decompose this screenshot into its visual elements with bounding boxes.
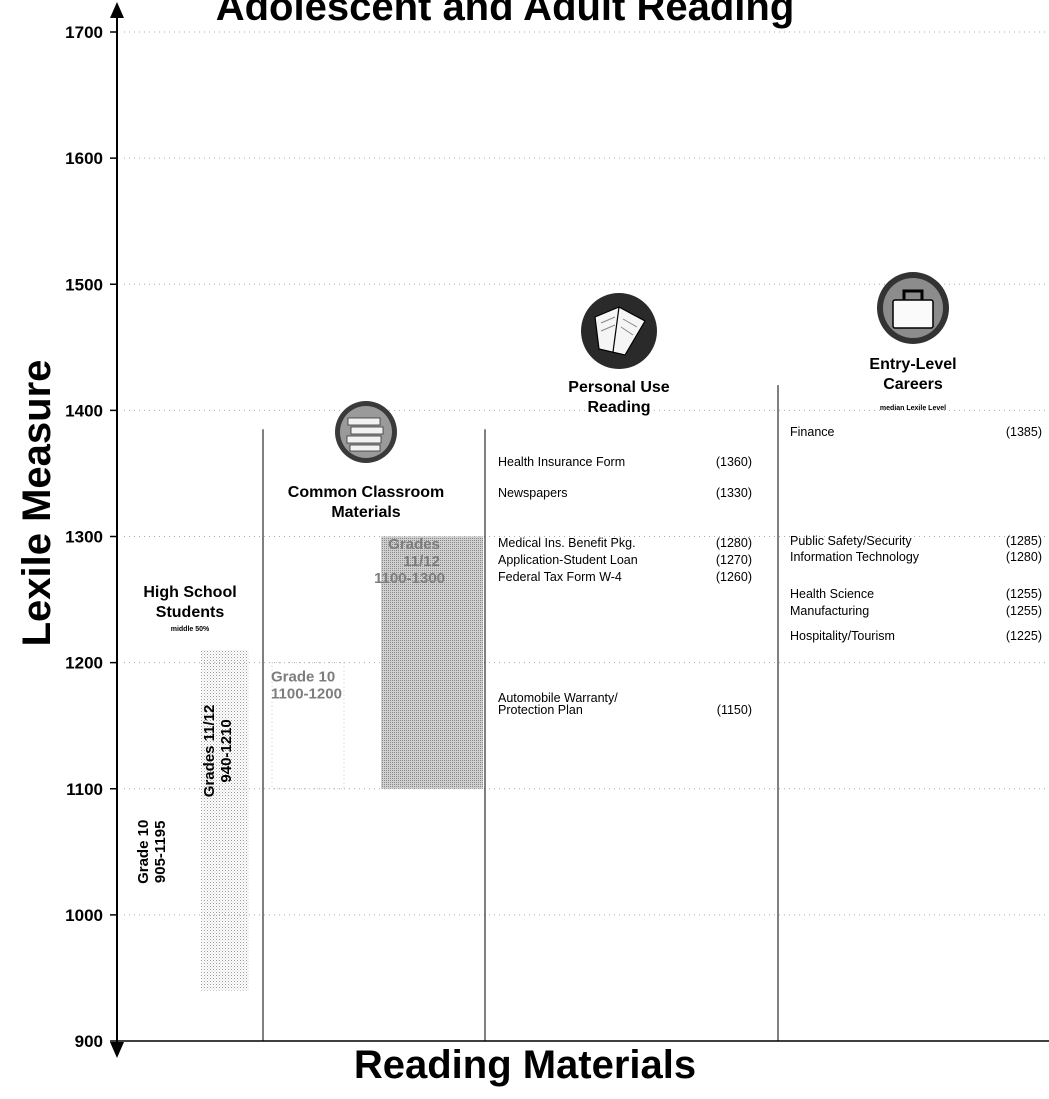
item-label: Information Technology	[790, 550, 920, 564]
band-grade-10	[271, 662, 345, 790]
band-label: Grades	[388, 536, 440, 553]
column-icons	[335, 272, 949, 463]
y-tick-label: 1500	[65, 275, 103, 294]
band-grades-11-12	[381, 536, 483, 789]
y-tick-label: 1000	[65, 906, 103, 925]
item-label: Automobile Warranty/	[498, 691, 618, 705]
band-text: 905-1195	[152, 821, 169, 884]
band-label: Grade 10	[271, 669, 335, 686]
band-label: Grades 11/12 940-1210	[201, 705, 235, 798]
item-value: (1330)	[716, 486, 752, 500]
item-value: (1270)	[716, 553, 752, 567]
chart-title: Adolescent and Adult Reading	[216, 0, 795, 29]
band-text: Grades 11/12	[201, 705, 218, 798]
open-book-icon	[581, 293, 657, 369]
column-heading: Common Classroom	[288, 484, 444, 501]
band-range: 1100-1200	[271, 686, 342, 703]
column-heading: High School	[143, 584, 236, 601]
item-value: (1285)	[1006, 534, 1042, 548]
y-tick-label: 1200	[65, 654, 103, 673]
item-label: Health Insurance Form	[498, 455, 625, 469]
item-value: (1150)	[717, 703, 752, 717]
item-label: Medical Ins. Benefit Pkg.	[498, 536, 636, 550]
column-content: High School Students middle 50% Common Clas…	[135, 356, 1042, 884]
item-label: Application-Student Loan	[498, 553, 638, 567]
item-label: Hospitality/Tourism	[790, 629, 895, 643]
column-heading: Materials	[331, 504, 400, 521]
y-axis	[110, 2, 1049, 1058]
band-text: Grade 10	[135, 820, 152, 884]
column-subheading: median Lexile Level	[880, 405, 946, 412]
column-heading: Entry-Level	[869, 356, 956, 373]
band-label: 11/12	[403, 553, 440, 570]
item-label: Manufacturing	[790, 604, 869, 618]
item-value: (1260)	[716, 570, 752, 584]
item-value: (1360)	[716, 455, 752, 469]
item-value: (1385)	[1006, 425, 1042, 439]
y-tick-label: 1600	[65, 149, 103, 168]
item-value: (1255)	[1006, 604, 1042, 618]
y-tick-labels: 900 1000 1100 1200 1300 1400 1500 1600 1700	[65, 23, 117, 1051]
down-arrow-icon	[110, 1042, 124, 1058]
range-bands	[201, 536, 483, 991]
band-range: 1100-1300	[374, 570, 445, 587]
item-label: Public Safety/Security	[790, 534, 912, 548]
band-text: 940-1210	[218, 719, 235, 782]
column-heading: Students	[156, 604, 225, 621]
y-tick-label: 1700	[65, 23, 103, 42]
column-heading: Reading	[587, 399, 650, 416]
y-tick-label: 900	[75, 1032, 103, 1051]
item-value: (1280)	[1006, 550, 1042, 564]
briefcase-icon	[877, 272, 949, 344]
y-axis-label: Lexile Measure	[15, 360, 59, 647]
y-tick-label: 1300	[65, 528, 103, 547]
item-value: (1280)	[716, 536, 752, 550]
band-grades-11-12	[201, 650, 249, 991]
y-tick-label: 1400	[65, 401, 103, 420]
column-heading: Personal Use	[568, 379, 669, 396]
item-label: Federal Tax Form W-4	[498, 570, 622, 584]
item-label: Health Science	[790, 587, 874, 601]
up-arrow-icon	[110, 2, 124, 18]
band-label: Grade 10 905-1195	[135, 820, 169, 884]
item-label: Newspapers	[498, 486, 567, 500]
column-heading: Careers	[883, 376, 943, 393]
y-tick-label: 1100	[66, 780, 103, 799]
books-icon	[335, 401, 397, 463]
item-value: (1225)	[1006, 629, 1042, 643]
item-value: (1255)	[1006, 587, 1042, 601]
item-label: Protection Plan	[498, 703, 583, 717]
x-axis-label: Reading Materials	[354, 1043, 696, 1087]
column-subheading: middle 50%	[171, 626, 210, 633]
item-label: Finance	[790, 425, 835, 439]
column-dividers	[262, 385, 779, 1041]
